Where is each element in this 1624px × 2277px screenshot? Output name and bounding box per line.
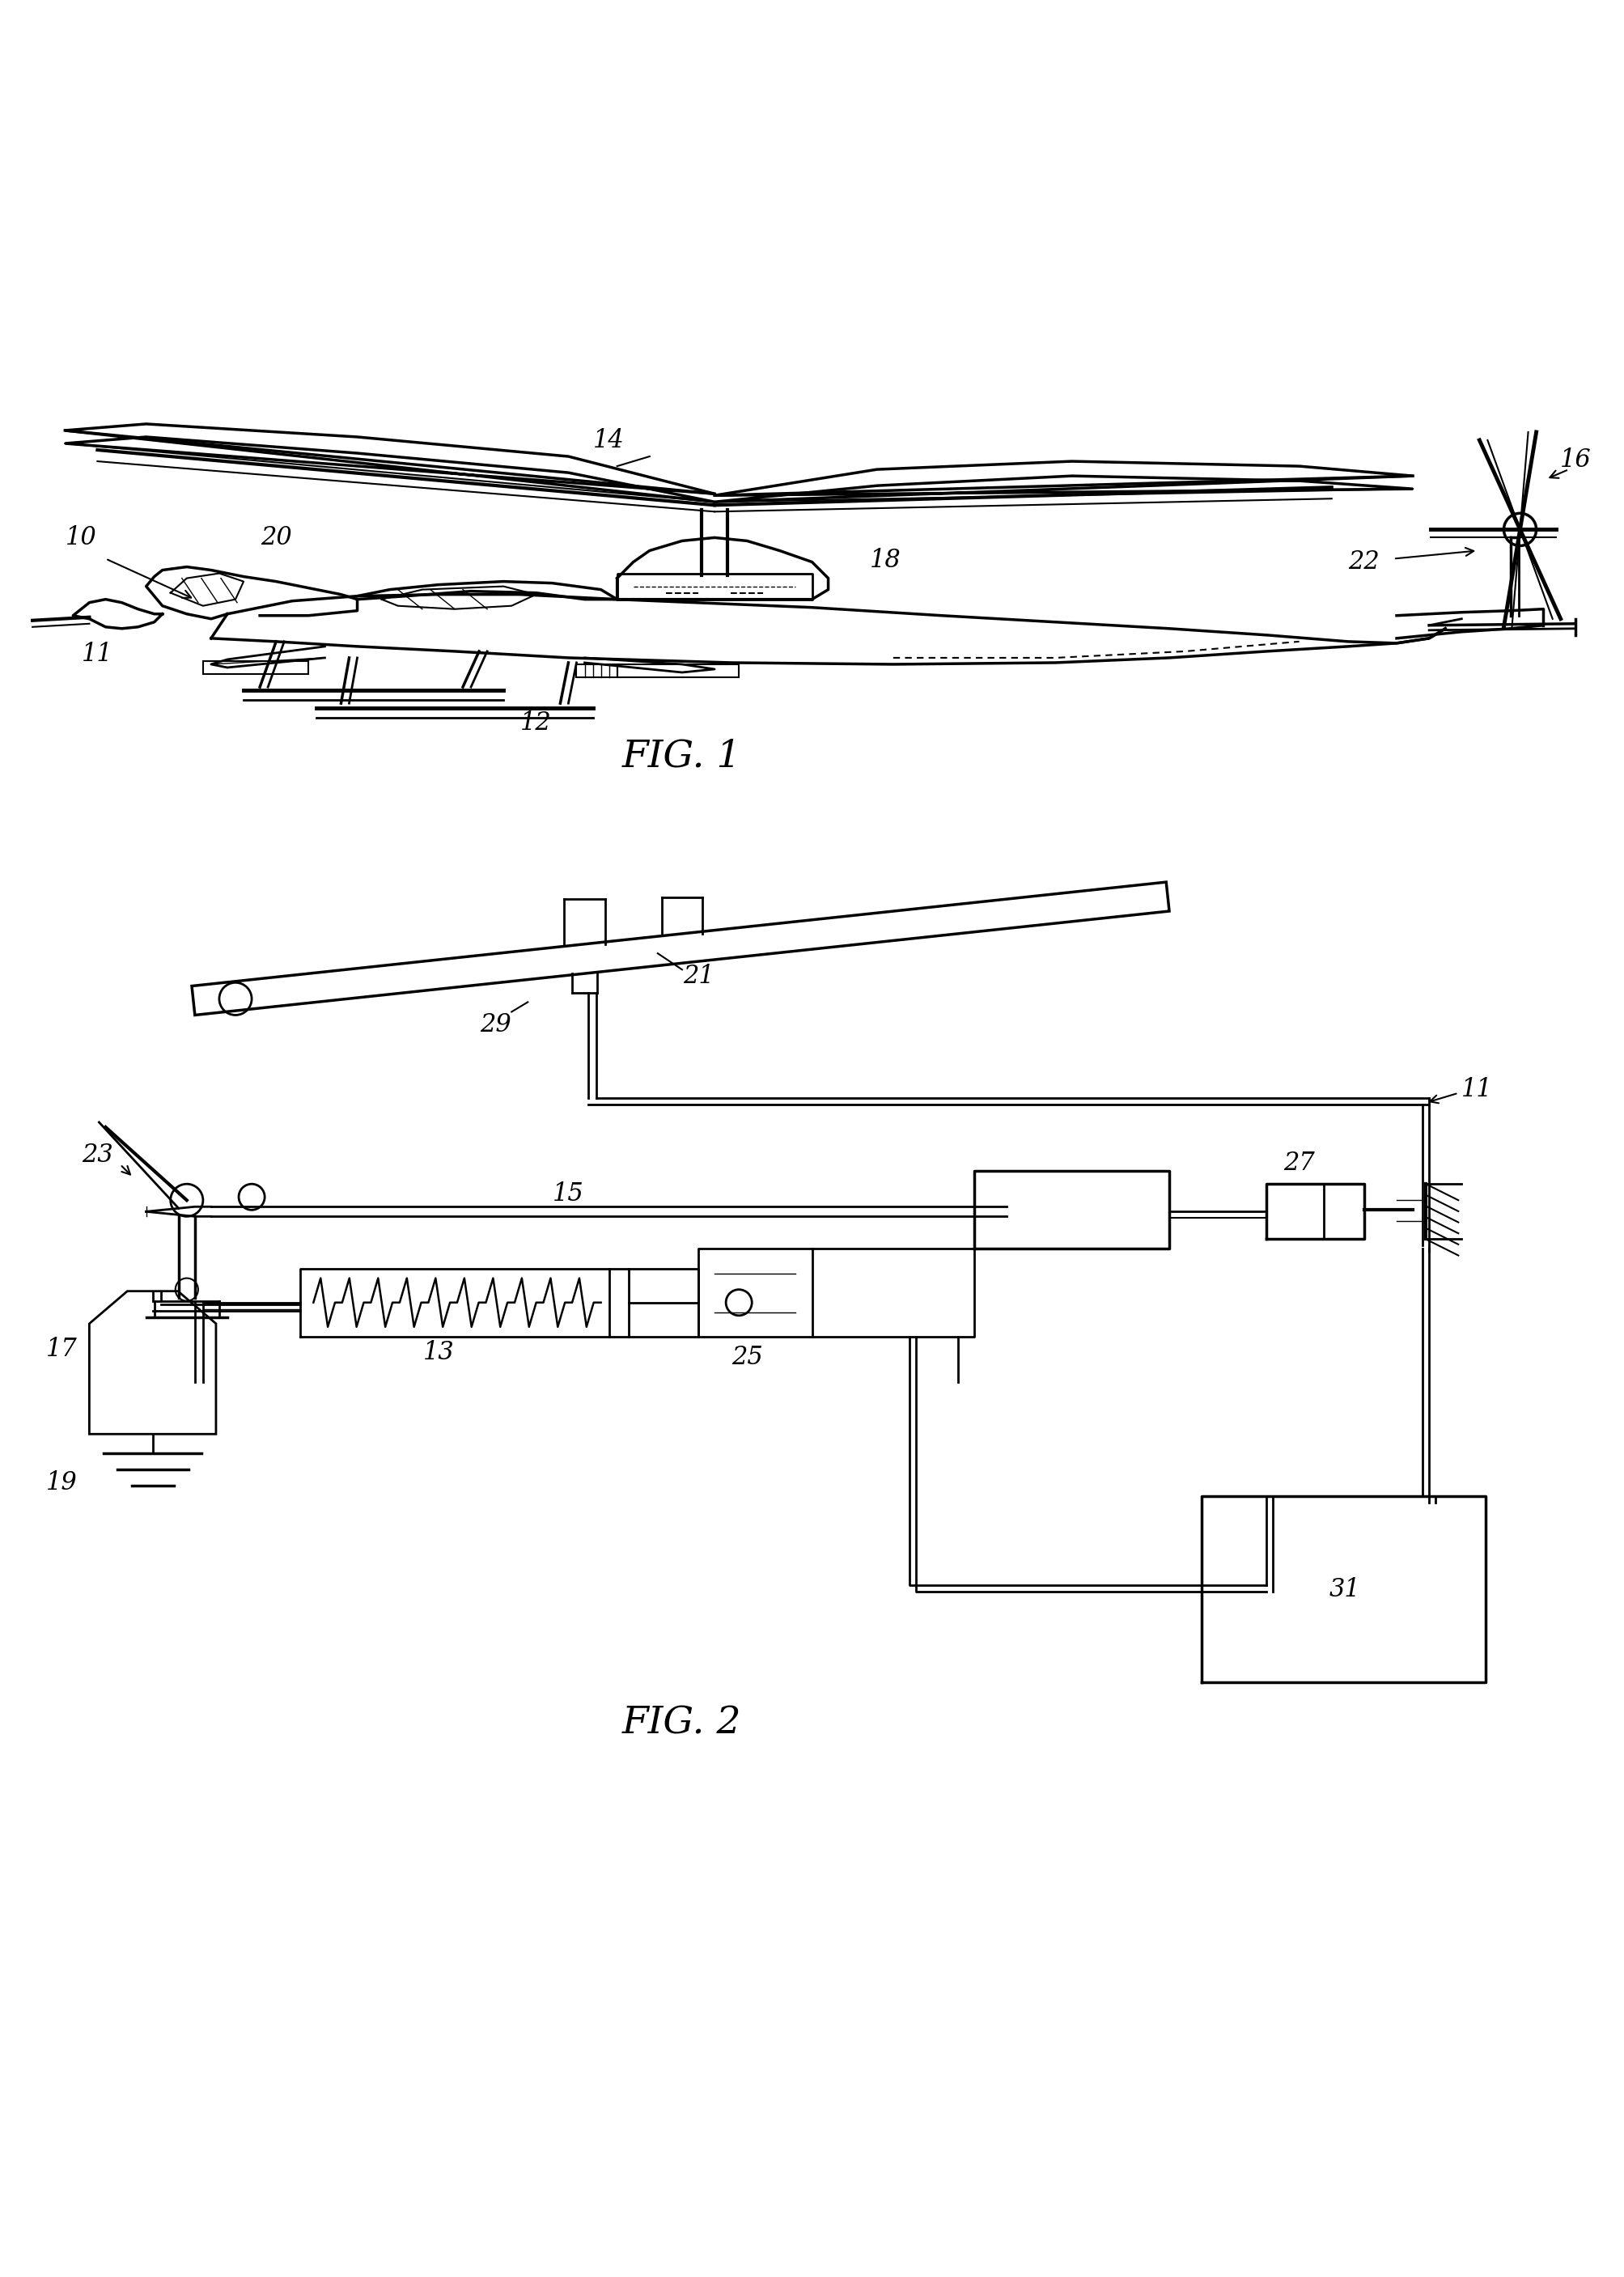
Text: 31: 31: [1328, 1578, 1361, 1603]
Text: 16: 16: [1559, 446, 1592, 471]
Text: 14: 14: [593, 428, 625, 453]
Text: 11: 11: [81, 642, 114, 667]
Text: 19: 19: [45, 1471, 78, 1496]
Text: 12: 12: [520, 710, 552, 735]
Bar: [617, 665, 739, 676]
Text: FIG. 1: FIG. 1: [622, 738, 742, 774]
Text: 20: 20: [260, 526, 292, 551]
Text: 17: 17: [45, 1337, 78, 1362]
Text: 25: 25: [731, 1346, 763, 1371]
Text: 15: 15: [552, 1182, 585, 1207]
Text: 18: 18: [869, 549, 901, 574]
Text: 23: 23: [81, 1143, 114, 1168]
Text: 21: 21: [682, 963, 715, 988]
Text: FIG. 2: FIG. 2: [622, 1705, 742, 1742]
Bar: [203, 660, 309, 674]
Text: 11: 11: [1462, 1077, 1492, 1102]
Bar: [577, 665, 617, 676]
Text: 13: 13: [422, 1341, 455, 1366]
Text: 22: 22: [1348, 549, 1380, 574]
Text: 27: 27: [1283, 1150, 1315, 1175]
Text: 10: 10: [65, 526, 97, 551]
Text: 29: 29: [479, 1013, 512, 1038]
